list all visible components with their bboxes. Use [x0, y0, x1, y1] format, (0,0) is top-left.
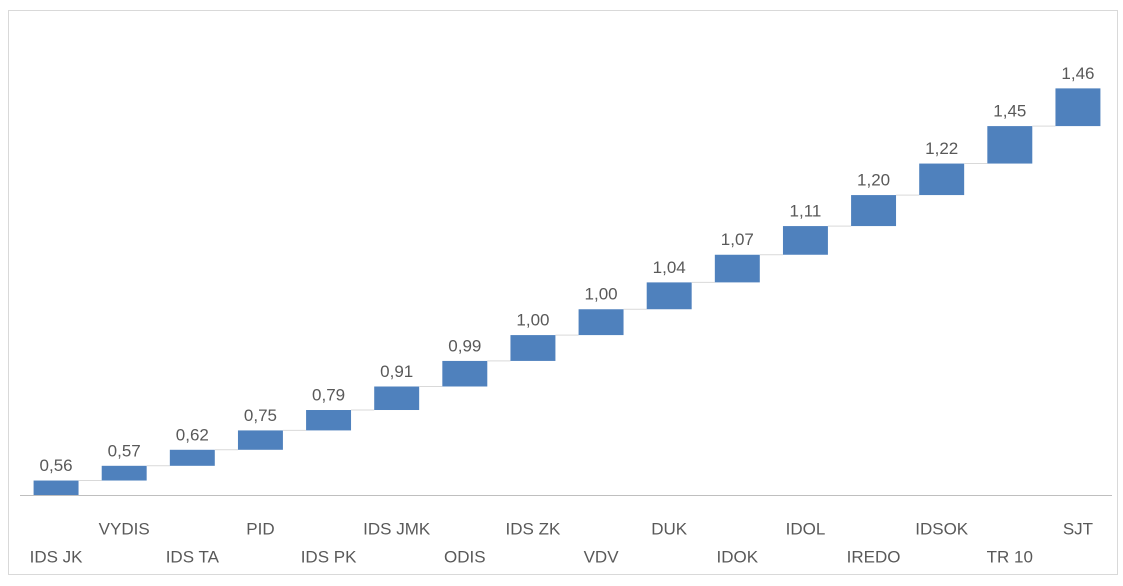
bar — [33, 480, 79, 495]
value-label: 0,62 — [176, 425, 209, 444]
x-tick-label: IDOL — [786, 519, 826, 538]
bar — [442, 360, 488, 387]
value-label: 1,04 — [653, 258, 686, 277]
bar — [101, 465, 147, 481]
bar — [306, 410, 352, 431]
x-tick-label: IREDO — [847, 547, 901, 566]
bar — [851, 195, 897, 227]
x-tick-label: IDS TA — [166, 547, 220, 566]
value-label: 0,56 — [40, 456, 73, 475]
value-label: 0,57 — [108, 441, 141, 460]
value-label: 1,07 — [721, 230, 754, 249]
x-tick-label: IDS JMK — [363, 519, 431, 538]
value-label: 0,99 — [448, 336, 481, 355]
bar — [374, 386, 420, 411]
chart-frame — [8, 10, 1118, 575]
x-tick-label: TR 10 — [987, 547, 1033, 566]
value-label: 0,75 — [244, 406, 277, 425]
x-tick-label: PID — [246, 519, 274, 538]
x-tick-label: SJT — [1063, 519, 1093, 538]
value-label: 0,91 — [380, 362, 413, 381]
bar — [510, 335, 556, 361]
bar — [169, 449, 215, 466]
x-tick-label: ODIS — [444, 547, 486, 566]
x-tick-label: IDS ZK — [506, 519, 561, 538]
bar — [987, 126, 1033, 164]
bar — [919, 163, 965, 196]
x-tick-label: IDS JK — [30, 547, 84, 566]
bar — [714, 254, 760, 283]
x-tick-label: DUK — [651, 519, 688, 538]
bar — [1055, 88, 1101, 127]
value-label: 1,11 — [790, 202, 822, 221]
value-label: 1,00 — [585, 285, 618, 304]
value-label: 1,20 — [857, 171, 890, 190]
x-tick-label: VYDIS — [99, 519, 150, 538]
bar — [578, 309, 624, 336]
x-tick-label: IDS PK — [301, 547, 357, 566]
value-label: 1,45 — [993, 102, 1026, 121]
value-label: 1,46 — [1061, 64, 1094, 83]
bar — [237, 430, 283, 450]
x-tick-label: VDV — [584, 547, 620, 566]
x-tick-label: IDSOK — [915, 519, 969, 538]
x-tick-label: IDOK — [717, 547, 759, 566]
value-label: 0,79 — [312, 385, 345, 404]
bar — [646, 282, 692, 310]
value-label: 1,22 — [925, 139, 958, 158]
bar — [782, 226, 828, 255]
value-label: 1,00 — [516, 311, 549, 330]
